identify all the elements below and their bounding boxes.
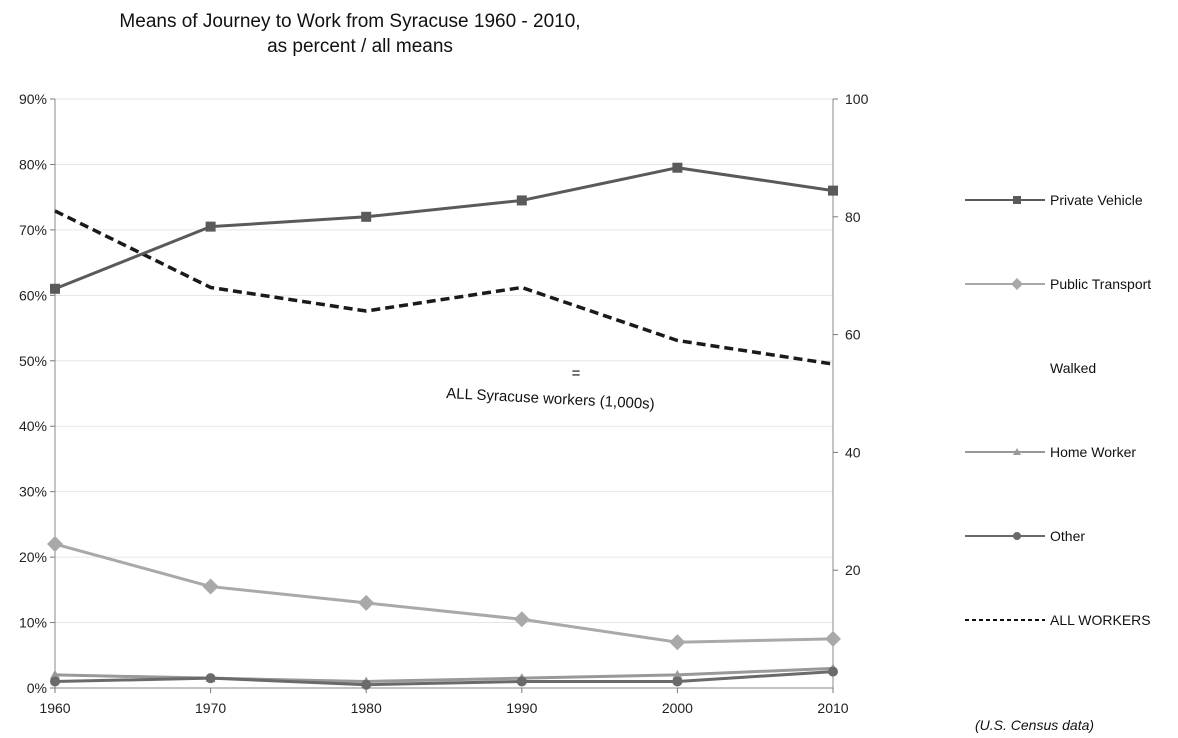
legend: Private Vehicle Public Transport Walked Hom… [965,192,1151,628]
data-point-other [516,676,527,687]
data-point-private-vehicle [50,283,60,294]
right-tick-label: 20 [845,562,861,578]
left-tick-label: 60% [19,287,47,303]
source-note: (U.S. Census data) [975,717,1094,733]
left-tick-label: 20% [19,549,47,565]
legend-label-other: Other [1050,528,1085,544]
data-point-other [828,666,838,677]
data-point-public-transport [669,634,686,651]
data-point-public-transport [825,630,841,647]
legend-marker-private-vehicle [1013,196,1021,204]
left-tick-label: 90% [19,91,47,107]
legend-marker-home-worker [1013,448,1021,455]
chart-title-line-2: as percent / all means [267,36,453,57]
axes: 0% 10% 20% 30% 40% 50% 60% 70% 80% 90% 20 40 60 80 100… [19,91,869,716]
x-tick-label: 1990 [506,700,537,716]
legend-label-private-vehicle: Private Vehicle [1050,192,1143,208]
data-point-other [205,673,216,684]
right-tick-label: 100 [845,91,869,107]
legend-marker-public-transport [1011,278,1023,290]
chart-title-line-1: Means of Journey to Work from Syracuse 1… [119,11,580,32]
data-point-public-transport [47,536,63,553]
data-point-private-vehicle [205,221,216,232]
data-point-home-worker [672,669,683,679]
data-point-public-transport [513,611,530,628]
series-lines [47,162,841,690]
x-tick-label: 1970 [195,700,226,716]
data-point-private-vehicle [828,185,838,196]
left-tick-label: 10% [19,615,47,631]
data-point-private-vehicle [361,211,372,222]
data-point-private-vehicle [516,195,527,206]
left-tick-label: 40% [19,418,47,434]
x-tick-label: 1960 [39,700,70,716]
legend-marker-other [1013,532,1021,540]
data-point-other [361,679,372,690]
legend-label-home-worker: Home Worker [1050,444,1136,460]
data-point-private-vehicle [672,162,683,173]
annotation-mark: = [572,365,581,382]
left-tick-label: 50% [19,353,47,369]
legend-label-walked: Walked [1050,360,1096,376]
data-point-public-transport [202,578,219,595]
series-line-private-vehicle [54,166,834,291]
left-tick-label: 30% [19,484,47,500]
right-tick-label: 40 [845,444,861,460]
right-tick-label: 60 [845,327,861,343]
series-line-all-workers [54,209,834,366]
data-point-other [672,676,683,687]
right-tick-label: 80 [845,209,861,225]
data-point-other [50,676,60,687]
series-line-public-transport [54,542,834,644]
gridlines [55,98,833,689]
x-tick-label: 2010 [817,700,848,716]
data-point-home-worker [50,669,60,679]
annotation-text: ALL Syracuse workers (1,000s) [446,385,655,413]
x-tick-label: 1980 [351,700,382,716]
x-tick-label: 2000 [662,700,693,716]
legend-label-all-workers: ALL WORKERS [1050,612,1151,628]
data-point-public-transport [358,594,375,611]
left-tick-label: 0% [27,680,47,696]
left-tick-label: 70% [19,222,47,238]
series-line-other [54,670,834,687]
legend-label-public-transport: Public Transport [1050,276,1151,292]
left-tick-label: 80% [19,156,47,172]
